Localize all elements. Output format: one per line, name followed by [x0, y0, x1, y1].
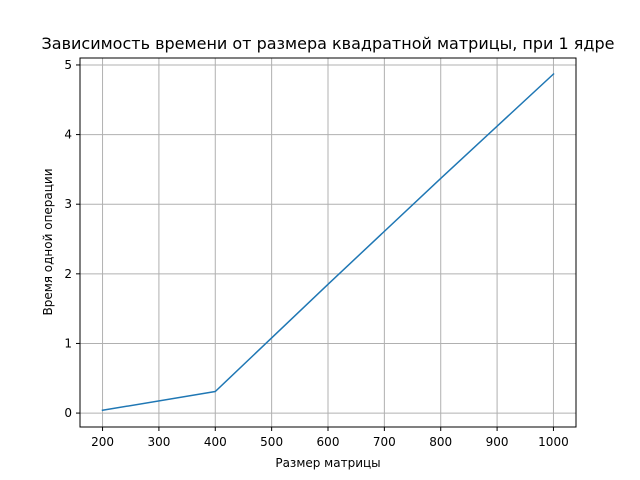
x-tick-label: 1000 [538, 435, 569, 449]
x-tick-label: 500 [260, 435, 283, 449]
y-tick-label: 3 [64, 197, 72, 211]
x-tick-label: 700 [373, 435, 396, 449]
y-tick-label: 2 [64, 267, 72, 281]
y-tick-label: 0 [64, 406, 72, 420]
grid-layer [80, 58, 576, 427]
y-axis-ticks: 0 1 2 3 4 5 [64, 58, 80, 420]
y-axis-label: Время одной операции [41, 168, 55, 315]
x-tick-label: 200 [91, 435, 114, 449]
x-tick-label: 300 [147, 435, 170, 449]
x-tick-label: 800 [429, 435, 452, 449]
x-tick-label: 400 [204, 435, 227, 449]
series-line [101, 72, 555, 412]
y-tick-label: 4 [64, 128, 72, 142]
x-axis-label: Размер матрицы [275, 456, 380, 470]
chart-title: Зависимость времени от размера квадратно… [42, 34, 615, 53]
x-tick-label: 900 [486, 435, 509, 449]
y-tick-label: 1 [64, 336, 72, 350]
y-tick-label: 5 [64, 58, 72, 72]
x-axis-ticks: 200 300 400 500 600 700 800 900 1000 [91, 427, 569, 449]
series-layer [101, 72, 555, 412]
x-tick-label: 600 [317, 435, 340, 449]
